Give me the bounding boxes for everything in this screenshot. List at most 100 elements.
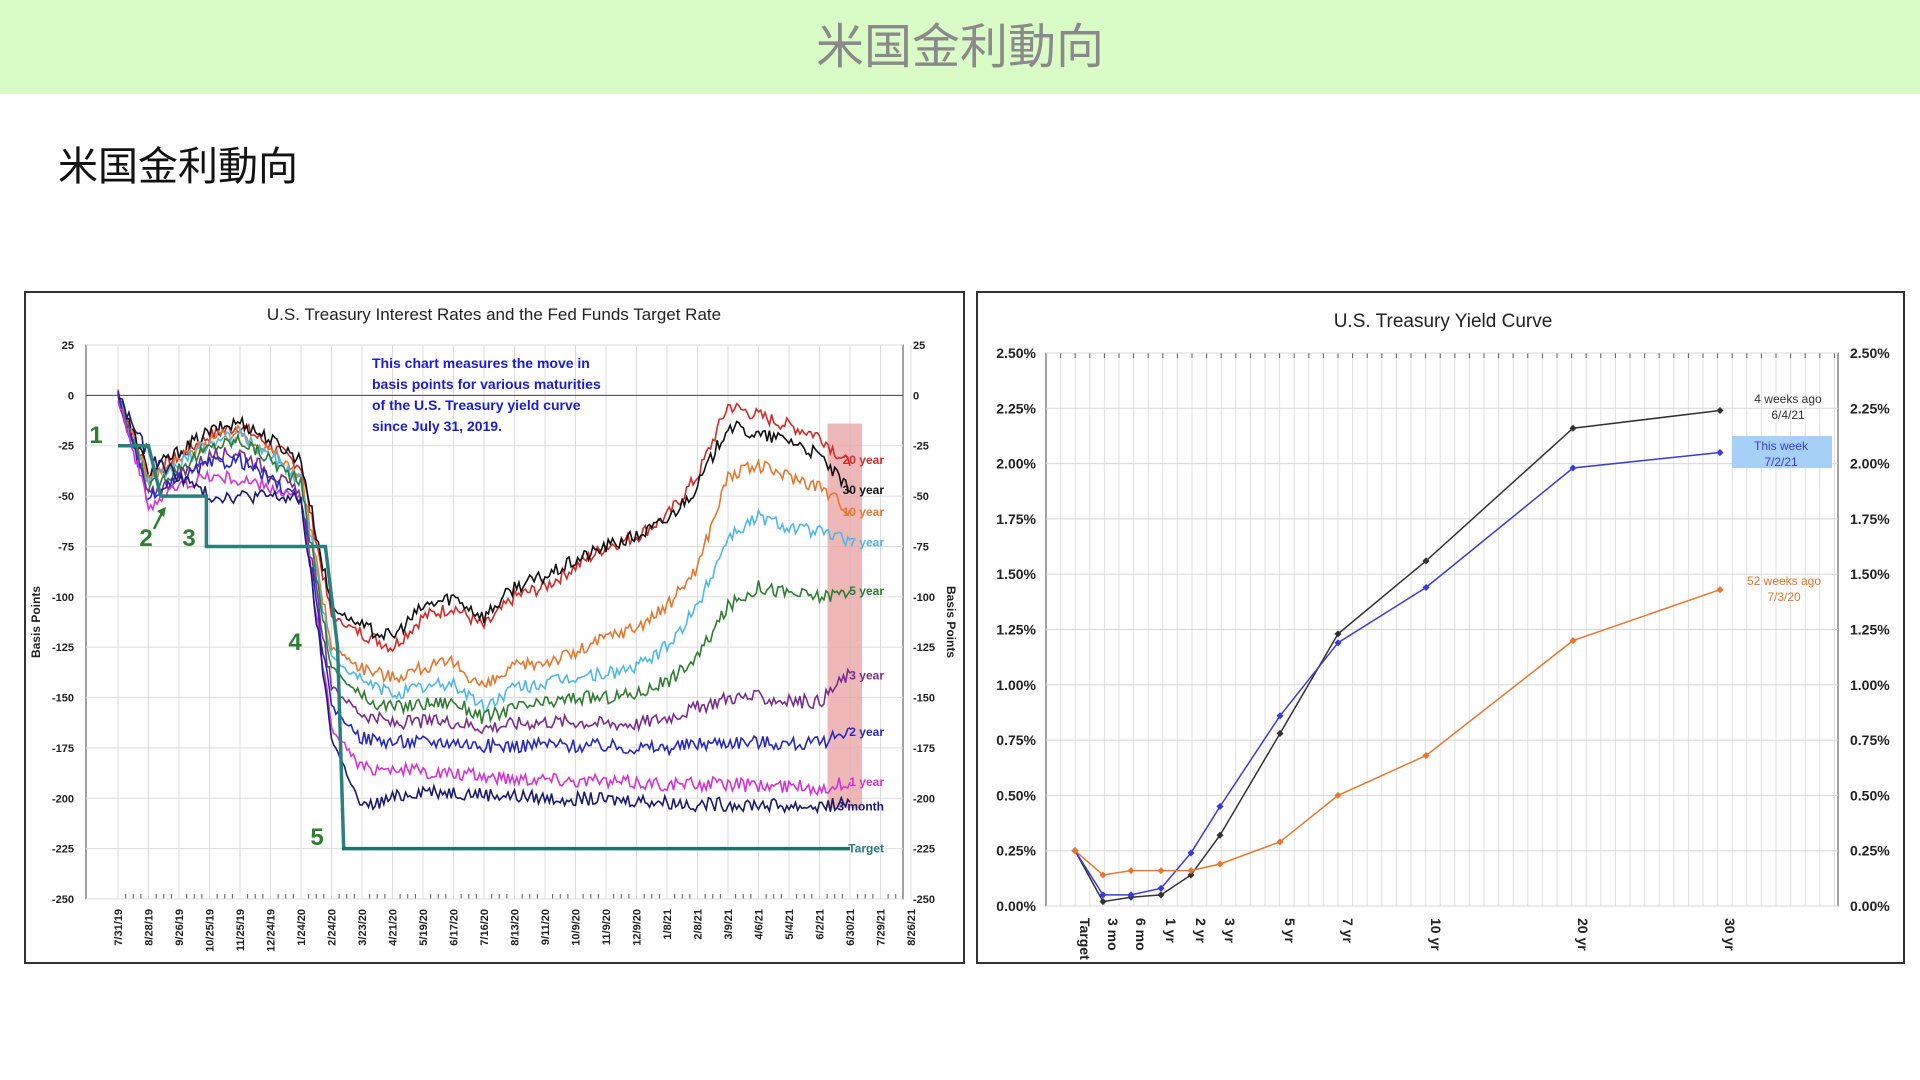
- treasury-rates-chart-panel: U.S. Treasury Interest Rates and the Fed…: [24, 291, 965, 964]
- y-tick-label: 2.00%: [996, 456, 1036, 472]
- series-label: 7 year: [849, 535, 884, 549]
- target-marker: [549, 847, 553, 851]
- data-point: [1157, 891, 1165, 899]
- target-marker: [579, 847, 583, 851]
- y-tick-label: 2.25%: [996, 400, 1036, 416]
- y-tick-label-right: 1.75%: [1850, 511, 1890, 527]
- event-arrowhead: [157, 507, 166, 517]
- series-label: 20 year: [843, 453, 885, 467]
- target-marker: [450, 847, 454, 851]
- target-marker: [825, 847, 829, 851]
- chart-annotation-line: of the U.S. Treasury yield curve: [372, 397, 581, 413]
- target-marker: [456, 847, 460, 851]
- target-marker: [342, 847, 346, 851]
- x-tick-label: 3/23/20: [357, 909, 369, 946]
- target-marker: [462, 847, 466, 851]
- target-marker: [393, 847, 397, 851]
- x-tick-label: 12/24/19: [266, 909, 278, 952]
- target-marker: [555, 847, 559, 851]
- target-marker: [774, 847, 778, 851]
- target-marker: [633, 847, 637, 851]
- target-marker: [369, 847, 373, 851]
- series-label-background: [1732, 436, 1832, 468]
- target-marker: [771, 847, 775, 851]
- target-marker: [780, 847, 784, 851]
- series-line-30-year: [117, 392, 851, 642]
- target-marker: [480, 847, 484, 851]
- target-marker: [378, 847, 382, 851]
- target-marker: [651, 847, 655, 851]
- series-label: 52 weeks ago: [1747, 574, 1821, 588]
- x-tick-label: 7/16/20: [479, 909, 491, 946]
- target-marker: [405, 847, 409, 851]
- plot-area: 25 250 0-25 -25-50 -50-75 -75-100 -100-125 -125…: [52, 340, 935, 952]
- target-marker: [492, 847, 496, 851]
- target-marker: [699, 847, 703, 851]
- recent-period-highlight: [827, 423, 863, 809]
- target-marker: [621, 847, 625, 851]
- series-line-3-year: [117, 393, 851, 735]
- target-marker: [819, 847, 823, 851]
- y-tick-label-right: 25: [913, 340, 925, 352]
- x-tick-label: 6/30/21: [845, 909, 857, 946]
- y-tick-label-right: -25: [913, 441, 929, 453]
- x-tick-label: 30 yr: [1722, 918, 1738, 951]
- y-tick-label-right: 0.75%: [1850, 732, 1890, 748]
- y-tick-label-right: -125: [913, 642, 935, 654]
- target-marker: [423, 847, 427, 851]
- y-tick-label-right: 1.50%: [1850, 566, 1890, 582]
- target-marker: [585, 847, 589, 851]
- plot-area: 0.00% 0.00% 0.25% 0.25% 0.50% 0.50% 0.75% 0.75%…: [996, 345, 1890, 960]
- data-point: [1276, 729, 1284, 738]
- target-marker: [501, 847, 505, 851]
- target-marker: [612, 847, 616, 851]
- target-marker: [468, 847, 472, 851]
- target-marker: [816, 847, 820, 851]
- chart-annotation-line: This chart measures the move in: [372, 355, 590, 371]
- y-tick-label-right: -250: [913, 894, 935, 906]
- y-tick-label: 1.25%: [996, 622, 1036, 638]
- y-tick-label: -125: [52, 642, 74, 654]
- target-marker: [663, 847, 667, 851]
- x-tick-label: 6/17/20: [449, 909, 461, 946]
- target-marker: [822, 847, 826, 851]
- target-marker: [768, 847, 772, 851]
- series-line-5-year: [117, 396, 851, 724]
- target-marker: [660, 847, 664, 851]
- target-marker: [846, 847, 850, 851]
- target-marker: [609, 847, 613, 851]
- target-marker: [567, 847, 571, 851]
- target-marker: [498, 847, 502, 851]
- target-marker: [474, 847, 478, 851]
- x-tick-label: 10/9/20: [571, 909, 583, 946]
- target-marker: [465, 847, 469, 851]
- target-marker: [657, 847, 661, 851]
- target-marker: [543, 847, 547, 851]
- x-tick-label: 7/31/19: [113, 909, 125, 946]
- target-marker: [354, 847, 358, 851]
- target-marker: [669, 847, 673, 851]
- target-marker: [597, 847, 601, 851]
- target-marker: [507, 847, 511, 851]
- target-marker: [807, 847, 811, 851]
- target-marker: [528, 847, 532, 851]
- data-point: [1716, 406, 1724, 415]
- target-marker: [630, 847, 634, 851]
- target-marker: [672, 847, 676, 851]
- y-tick-label-right: 0: [913, 390, 919, 402]
- target-marker: [351, 847, 355, 851]
- x-tick-label: 9/26/19: [174, 909, 186, 946]
- x-tick-label: 1/8/21: [662, 909, 674, 940]
- data-point: [1099, 891, 1107, 899]
- series-label: 10 year: [843, 505, 885, 519]
- target-marker: [582, 847, 586, 851]
- target-marker: [471, 847, 475, 851]
- series-label: 3 month: [837, 799, 884, 813]
- series-label: This week: [1754, 439, 1809, 453]
- target-marker: [513, 847, 517, 851]
- target-marker: [534, 847, 538, 851]
- target-marker: [357, 847, 361, 851]
- target-marker: [561, 847, 565, 851]
- y-tick-label: -250: [52, 894, 74, 906]
- target-marker: [600, 847, 604, 851]
